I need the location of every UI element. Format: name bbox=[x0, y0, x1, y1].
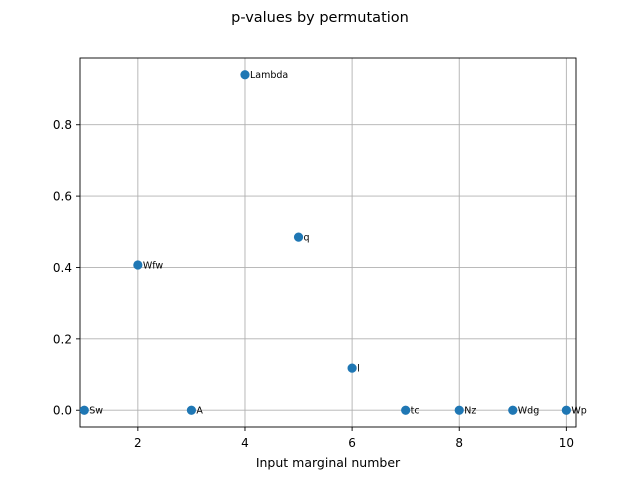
y-tick-label: 0.8 bbox=[53, 118, 72, 132]
y-tick-label: 0.0 bbox=[53, 404, 72, 418]
x-axis-label: Input marginal number bbox=[256, 455, 401, 470]
y-tick-label: 0.2 bbox=[53, 332, 72, 346]
data-point bbox=[454, 405, 464, 415]
point-label: A bbox=[196, 406, 203, 417]
point-label: Wp bbox=[571, 406, 586, 417]
data-point bbox=[508, 405, 518, 415]
x-tick-label: 6 bbox=[348, 436, 356, 450]
data-point bbox=[133, 260, 143, 270]
y-tick-label: 0.6 bbox=[53, 190, 72, 204]
x-tick-label: 2 bbox=[134, 436, 142, 450]
points-layer: Sw Wfw A Lambda q l tc Nz Wdg Wp bbox=[79, 70, 587, 417]
x-tick-label: 8 bbox=[455, 436, 463, 450]
point-label: q bbox=[304, 232, 310, 243]
data-point bbox=[561, 405, 571, 415]
point-label: Wdg bbox=[518, 406, 539, 417]
data-point bbox=[240, 70, 250, 80]
x-tick-label: 4 bbox=[241, 436, 249, 450]
point-label: Lambda bbox=[250, 70, 288, 81]
x-tick-label: 10 bbox=[559, 436, 574, 450]
grid-layer bbox=[80, 58, 576, 427]
data-point bbox=[293, 232, 304, 242]
point-label: Sw bbox=[89, 406, 103, 417]
data-point bbox=[347, 363, 357, 373]
axes-layer: 2 4 6 8 10 0.0 0.2 0.4 0.6 0.8 bbox=[53, 57, 577, 450]
data-point bbox=[79, 405, 89, 415]
data-point bbox=[186, 405, 197, 415]
point-label: tc bbox=[411, 406, 420, 417]
chart-title: p-values by permutation bbox=[231, 10, 409, 26]
data-point bbox=[401, 405, 411, 415]
point-label: Wfw bbox=[143, 260, 164, 271]
plot-frame bbox=[79, 57, 577, 428]
point-label: Nz bbox=[464, 406, 476, 417]
y-tick-label: 0.4 bbox=[53, 261, 72, 275]
point-label: l bbox=[357, 363, 360, 374]
